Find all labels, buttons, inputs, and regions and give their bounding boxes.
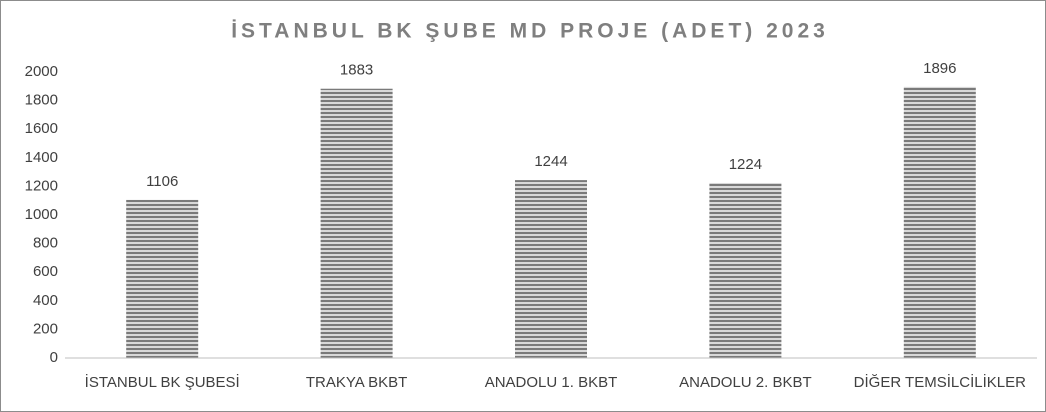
bar xyxy=(903,86,976,358)
y-tick-label: 600 xyxy=(33,263,58,280)
bar xyxy=(515,180,587,358)
y-tick-label: 1000 xyxy=(25,206,58,223)
y-tick-label: 0 xyxy=(50,349,58,366)
y-tick-label: 200 xyxy=(33,320,58,337)
y-tick-label: 2000 xyxy=(25,63,58,80)
x-tick-label: ANADOLU 2. BKBT xyxy=(679,374,812,391)
y-tick-label: 400 xyxy=(33,292,58,309)
data-label: 1244 xyxy=(534,153,567,170)
bar xyxy=(126,199,199,358)
y-tick-label: 1600 xyxy=(25,120,58,137)
data-label: 1224 xyxy=(729,156,762,173)
y-tick-label: 1200 xyxy=(25,177,58,194)
x-tick-label: TRAKYA BKBT xyxy=(306,374,407,391)
x-tick-label: DİĞER TEMSİLCİLİKLER xyxy=(854,373,1026,391)
data-label: 1883 xyxy=(340,62,373,79)
chart-title: İSTANBUL BK ŞUBE MD PROJE (ADET) 2023 xyxy=(231,20,829,43)
bar xyxy=(709,182,782,358)
data-label: 1106 xyxy=(146,173,178,190)
y-tick-label: 1400 xyxy=(25,149,58,166)
x-tick-label: ANADOLU 1. BKBT xyxy=(485,374,618,391)
y-tick-label: 800 xyxy=(33,235,58,252)
data-label: 1896 xyxy=(923,60,956,77)
x-tick-label: İSTANBUL BK ŞUBESİ xyxy=(85,373,240,391)
y-tick-label: 1800 xyxy=(25,92,58,109)
bar xyxy=(320,88,393,358)
